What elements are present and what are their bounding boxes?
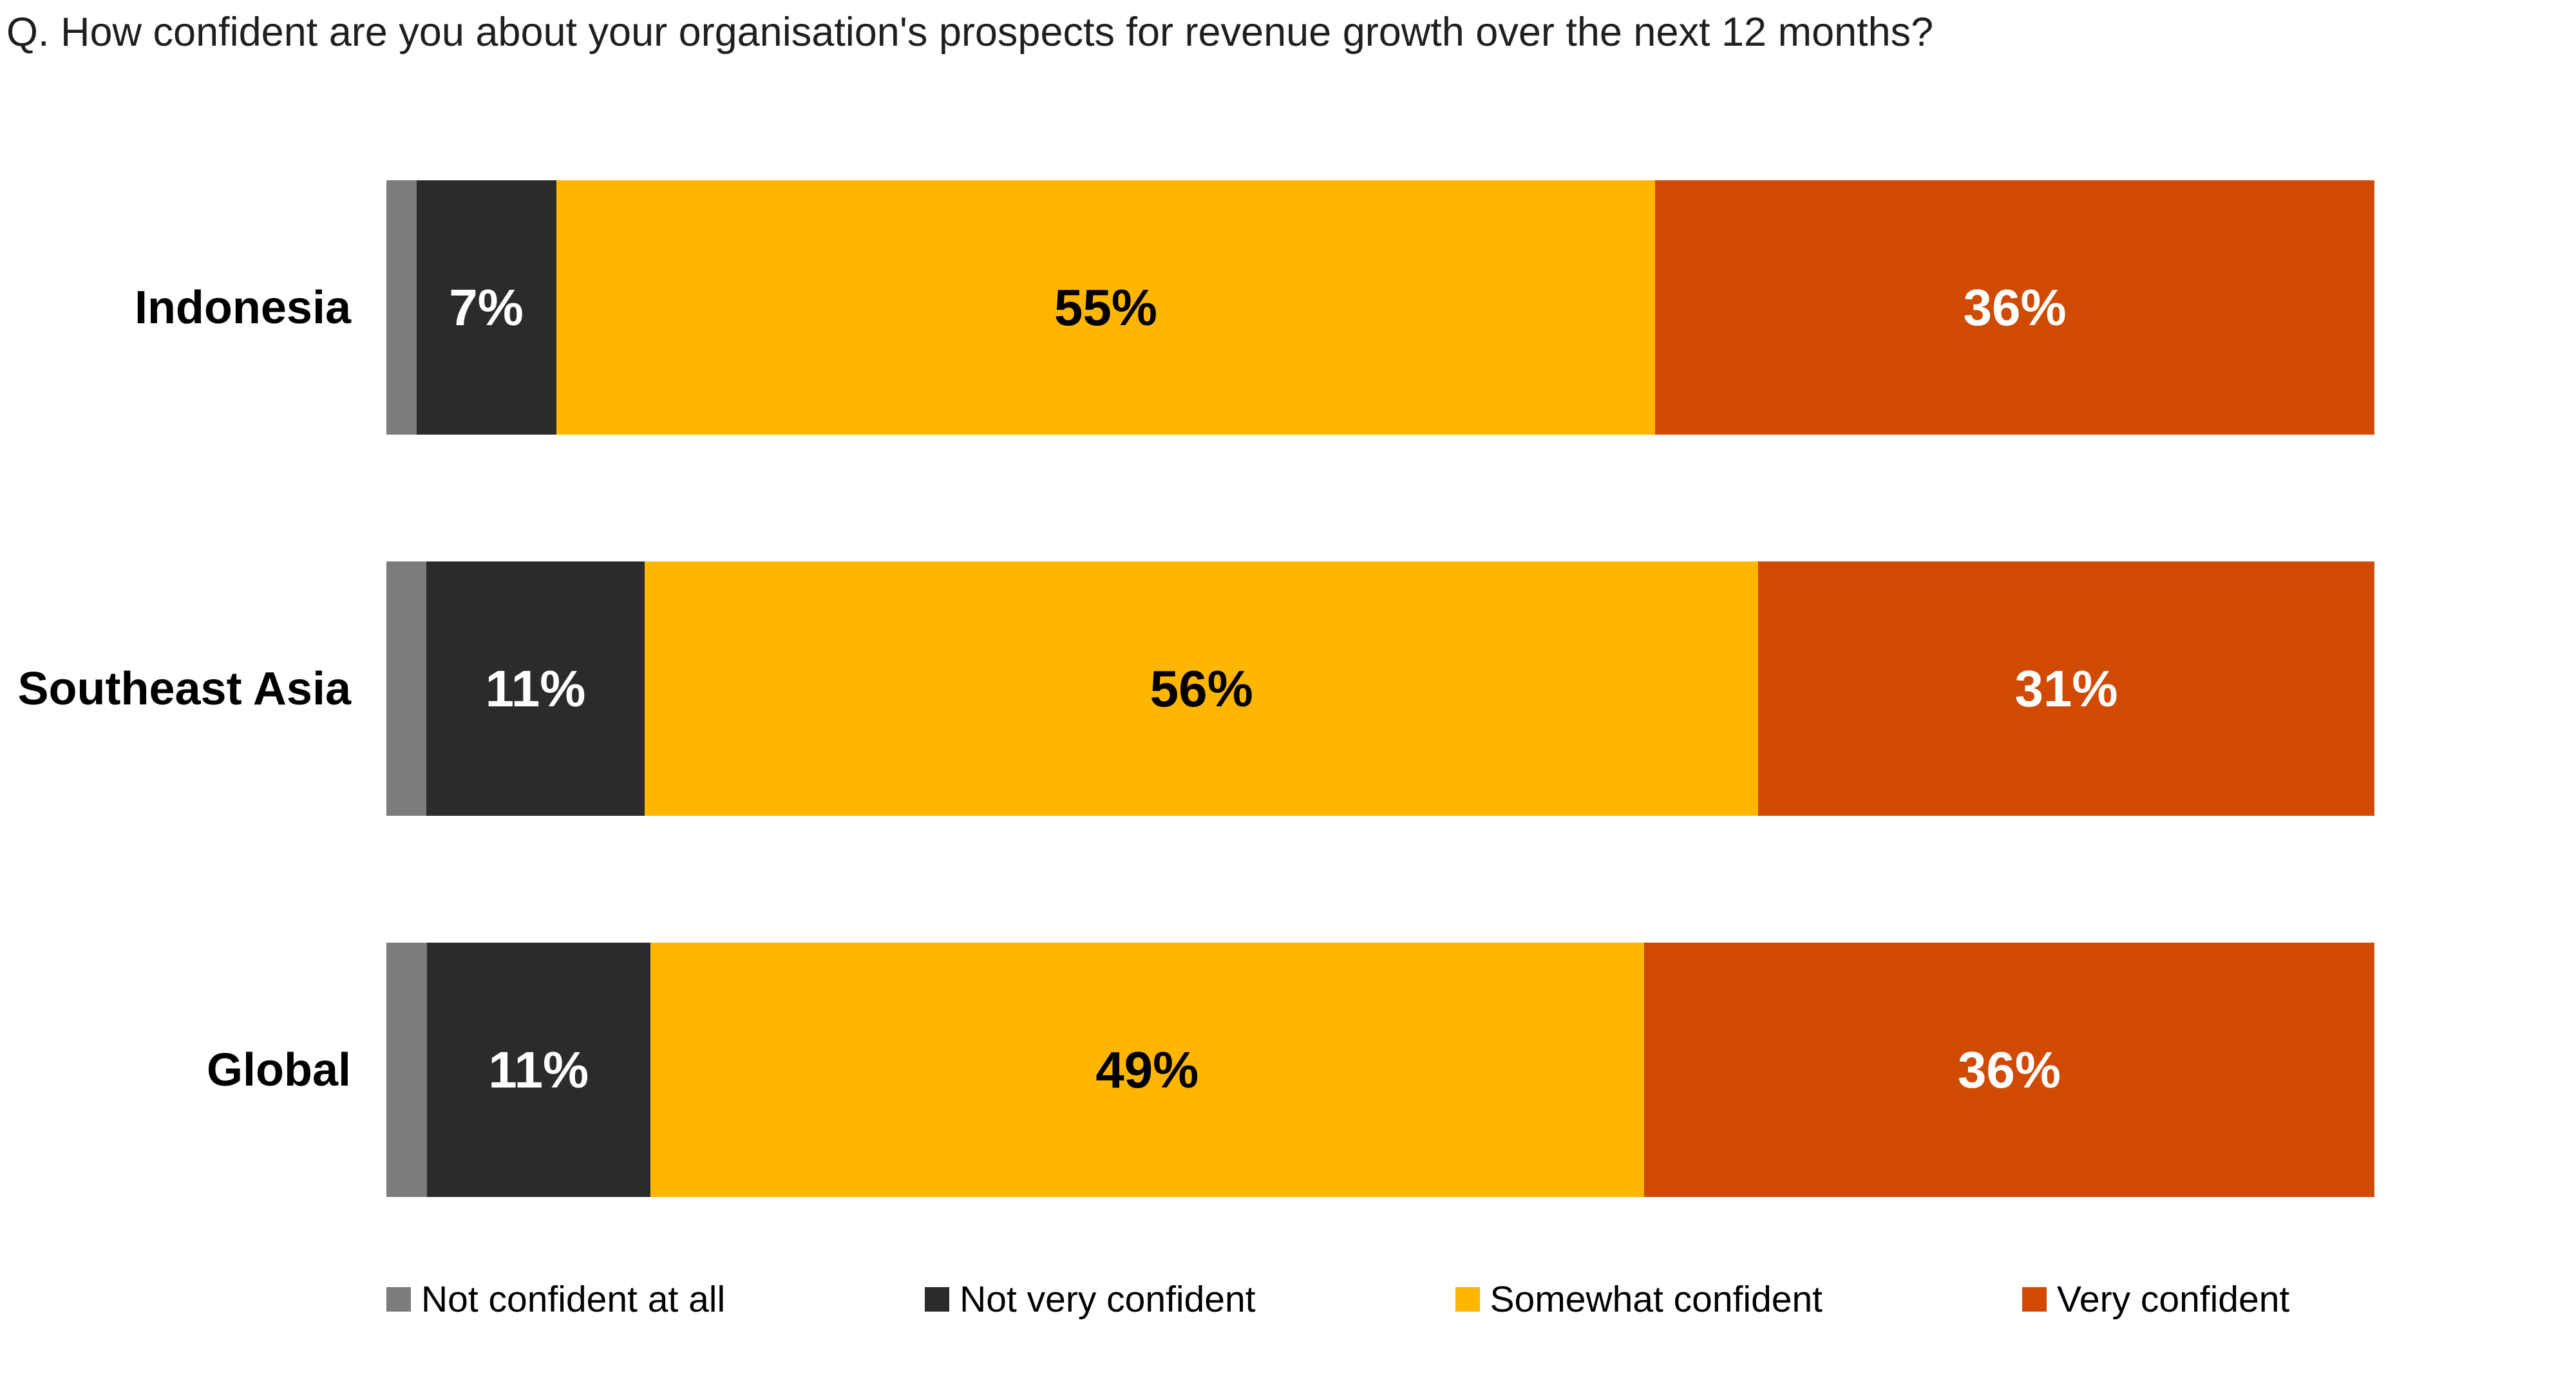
- segment-value-label: 36%: [1957, 1041, 2061, 1098]
- legend: Not confident at all Not very confident …: [386, 1278, 2374, 1321]
- legend-item-not-very-confident: Not very confident: [925, 1278, 1256, 1321]
- legend-label: Very confident: [2057, 1279, 2290, 1320]
- legend-label: Not confident at all: [421, 1279, 726, 1320]
- bar-segment-not-very-confident: 7%: [416, 180, 556, 435]
- legend-swatch-icon: [925, 1287, 950, 1312]
- bar-segment-somewhat-confident: 49%: [650, 943, 1644, 1197]
- bar-segment-somewhat-confident: 56%: [645, 561, 1759, 816]
- legend-label: Not very confident: [960, 1279, 1256, 1320]
- row-label-global: Global: [206, 1044, 351, 1096]
- bar-segment-very-confident: 36%: [1644, 943, 2374, 1197]
- bar-row-southeast-asia: Southeast Asia 11% 56% 31%: [18, 561, 2374, 816]
- legend-swatch-icon: [2022, 1287, 2047, 1312]
- legend-label: Somewhat confident: [1490, 1279, 1823, 1320]
- bar-segment-somewhat-confident: 55%: [556, 180, 1656, 435]
- bar-row-global: Global 11% 49% 36%: [207, 943, 2374, 1197]
- segment-value-label: 7%: [449, 278, 524, 336]
- bar-segment-very-confident: 31%: [1758, 561, 2374, 816]
- bar-segment-not-confident-at-all: [386, 561, 426, 816]
- row-label-indonesia: Indonesia: [134, 281, 351, 334]
- bar-segment-not-very-confident: 11%: [427, 943, 650, 1197]
- row-label-southeast-asia: Southeast Asia: [17, 663, 351, 715]
- segment-value-label: 56%: [1150, 659, 1253, 717]
- legend-swatch-icon: [1455, 1287, 1480, 1312]
- bar-row-indonesia: Indonesia 7% 55% 36%: [135, 180, 2374, 435]
- bar-segment-not-confident-at-all: [386, 943, 427, 1197]
- legend-item-not-confident-at-all: Not confident at all: [386, 1278, 725, 1321]
- legend-item-somewhat-confident: Somewhat confident: [1455, 1278, 1823, 1321]
- segment-value-label: 36%: [1963, 278, 2067, 336]
- chart-title: Q. How confident are you about your orga…: [6, 10, 1934, 55]
- segment-value-label: 49%: [1095, 1041, 1199, 1098]
- bar-segment-very-confident: 36%: [1655, 180, 2374, 435]
- legend-swatch-icon: [386, 1287, 411, 1312]
- bar-segment-not-very-confident: 11%: [426, 561, 645, 816]
- legend-item-very-confident: Very confident: [2022, 1278, 2289, 1321]
- bars-area: Indonesia 7% 55% 36% Southeast Asia 11% …: [18, 180, 2374, 1324]
- segment-value-label: 11%: [485, 659, 586, 717]
- segment-value-label: 11%: [488, 1041, 589, 1098]
- segment-value-label: 55%: [1054, 278, 1157, 336]
- bar-segment-not-confident-at-all: [386, 180, 417, 435]
- segment-value-label: 31%: [2014, 659, 2118, 717]
